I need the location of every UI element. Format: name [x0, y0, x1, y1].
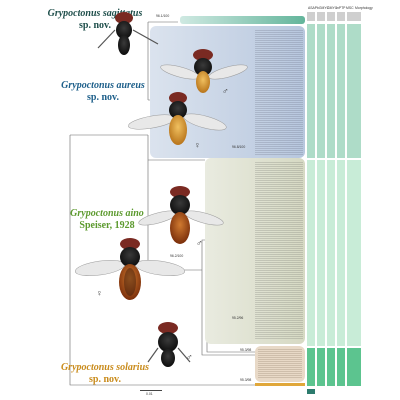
male-symbol: ♂: [196, 238, 203, 248]
tip-labels-aino: [255, 162, 303, 340]
tip-labels-aureus: [255, 30, 303, 155]
col-header-bgmyc: bGMYC: [317, 6, 330, 10]
clade-panel-solarius: [255, 346, 305, 382]
species-label-solarius: Grypoctonus solarius sp. nov.: [60, 362, 150, 385]
scale-bar: [140, 390, 162, 391]
male-symbol: ♂: [222, 86, 229, 96]
fly-aureus-male: [160, 49, 248, 93]
male-symbol: ♂: [186, 352, 193, 362]
node-support-3: 96.2/100: [170, 254, 184, 258]
clade-bar-solarius: [255, 383, 305, 386]
tree-branch: [201, 239, 205, 270]
node-support-2: 96.8/100: [232, 145, 246, 149]
fly-sagittatus-male: [97, 12, 159, 55]
tree-branch: [69, 135, 148, 386]
female-symbol: ♀: [194, 140, 201, 150]
node-support-6: 95.3/98: [240, 378, 252, 382]
node-support-1: 96.1/100: [156, 14, 170, 18]
clade-bar-sagittatus: [180, 16, 305, 24]
col-header-asap: ASAP: [308, 6, 318, 10]
node-support-5: 95.3/98: [240, 348, 252, 352]
fly-aino-male: [138, 186, 224, 244]
col-header-morphology: Morphology: [355, 6, 373, 10]
node-support-4: 95.2/96: [232, 316, 244, 320]
tip-labels-solarius: [258, 349, 302, 379]
species-label-aino: Grypoctonus aino Speiser, 1928: [70, 208, 144, 231]
fly-aino-female: [74, 238, 186, 300]
clade-panel-aino: [205, 158, 305, 344]
tree-branch: [201, 270, 255, 356]
delimitation-columns: ASAP bGMYC GMYC mPTP MSC Morphology: [307, 6, 387, 394]
scale-label: 0.01: [146, 392, 153, 396]
female-symbol: ♀: [96, 288, 103, 298]
species-label-aureus: Grypoctonus aureus sp. nov.: [61, 80, 145, 103]
col-header-msc: MSC: [346, 6, 354, 10]
fly-aureus-female: [128, 92, 227, 145]
col-header-mptp: mPTP: [336, 6, 346, 10]
fly-solarius-male: [147, 322, 191, 367]
col-header-gmyc: GMYC: [327, 6, 338, 10]
